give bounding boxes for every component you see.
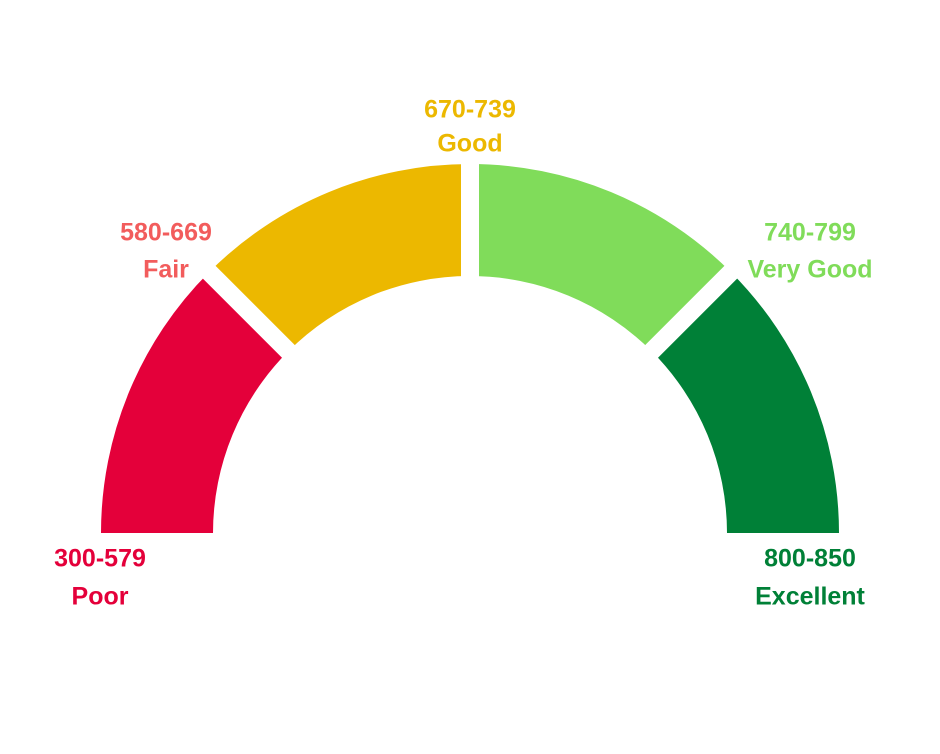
- tier-label: Very Good: [747, 256, 872, 284]
- fair-segment: [209, 164, 470, 352]
- poor-segment: [101, 272, 289, 533]
- gap: [183, 246, 477, 540]
- range-label: 740-799: [764, 219, 856, 247]
- gap: [463, 246, 757, 540]
- range-label: 670-739: [424, 96, 516, 124]
- tier-label: Poor: [72, 583, 129, 611]
- tier-label: Good: [437, 130, 502, 158]
- range-label: 580-669: [120, 219, 212, 247]
- tier-label: Fair: [143, 256, 189, 284]
- range-label: 800-850: [764, 545, 856, 573]
- excellent-segment: [651, 272, 839, 533]
- good-segment: [470, 164, 731, 352]
- range-label: 300-579: [54, 545, 146, 573]
- segment-gaps: [183, 150, 757, 540]
- tier-label: Excellent: [755, 583, 865, 611]
